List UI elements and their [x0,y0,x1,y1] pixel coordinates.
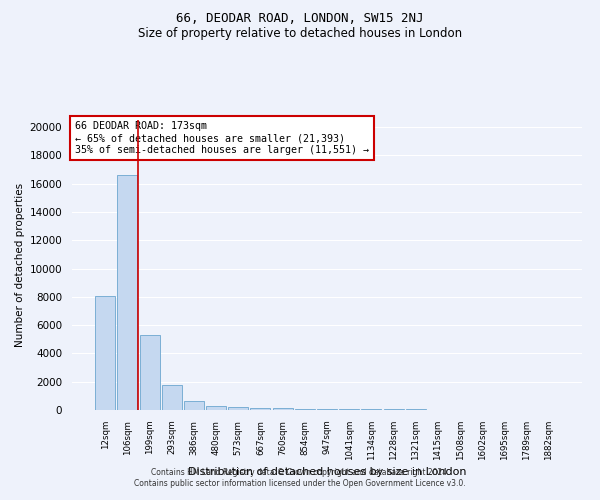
Bar [295,408,315,410]
Y-axis label: Number of detached properties: Number of detached properties [16,183,25,347]
Bar [118,175,137,410]
Text: Size of property relative to detached houses in London: Size of property relative to detached ho… [138,28,462,40]
Bar [250,408,271,410]
Bar [140,335,160,410]
Bar [206,406,226,410]
Bar [339,409,359,410]
Text: 66 DEODAR ROAD: 173sqm
← 65% of detached houses are smaller (21,393)
35% of semi: 66 DEODAR ROAD: 173sqm ← 65% of detached… [74,122,368,154]
Bar [184,401,204,410]
Bar [228,407,248,410]
Bar [272,408,293,410]
Text: Contains HM Land Registry data © Crown copyright and database right 2024.
Contai: Contains HM Land Registry data © Crown c… [134,468,466,487]
Bar [317,409,337,410]
Bar [162,384,182,410]
Bar [95,296,115,410]
X-axis label: Distribution of detached houses by size in London: Distribution of detached houses by size … [188,467,466,477]
Text: 66, DEODAR ROAD, LONDON, SW15 2NJ: 66, DEODAR ROAD, LONDON, SW15 2NJ [176,12,424,26]
